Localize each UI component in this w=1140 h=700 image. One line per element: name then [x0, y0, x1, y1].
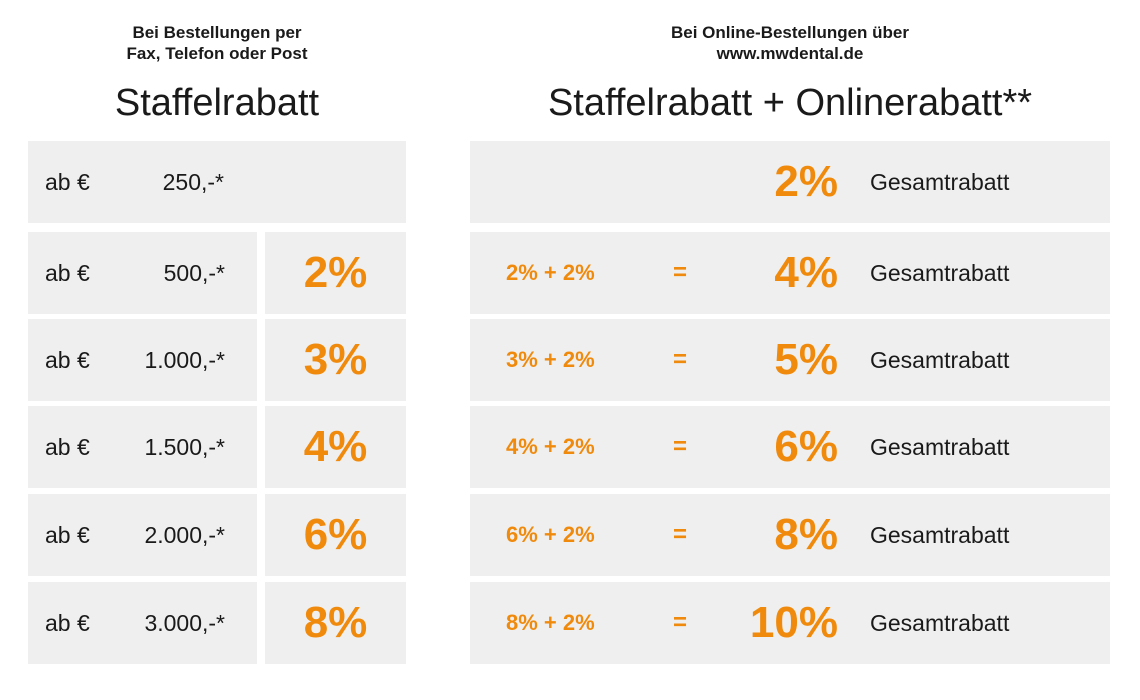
prefix-label: ab € — [45, 610, 90, 636]
table-row: ab € 250,-* — [28, 141, 406, 223]
equals-sign: = — [673, 433, 688, 460]
discount-cell: 2% — [265, 232, 406, 314]
discount-cell: 6% — [265, 494, 406, 576]
total-discount: 8% — [774, 510, 838, 559]
table-row: ab € 1.500,-* 4% — [28, 406, 406, 488]
discount-cell: 8% — [265, 582, 406, 664]
right-subtitle-line2: www.mwdental.de — [716, 44, 864, 63]
amount-value: 2.000,-* — [144, 522, 225, 548]
discount-value: 6% — [303, 510, 368, 559]
table-row: 8% + 2% = 10% Gesamtrabatt — [470, 582, 1110, 664]
table-row: 2% + 2% = 4% Gesamtrabatt — [470, 232, 1110, 314]
amount-cell: ab € 1.500,-* — [28, 406, 257, 488]
gesamtrabatt-label: Gesamtrabatt — [870, 260, 1010, 286]
amount-cell: ab € 2.000,-* — [28, 494, 257, 576]
discount-value: 2% — [303, 248, 368, 297]
equals-sign: = — [673, 521, 688, 548]
total-cell: 2% Gesamtrabatt — [470, 141, 1110, 223]
total-cell: 3% + 2% = 5% Gesamtrabatt — [470, 319, 1110, 401]
amount-cell: ab € 250,-* — [28, 141, 406, 223]
sum-expression: 6% + 2% — [506, 522, 595, 547]
gesamtrabatt-label: Gesamtrabatt — [870, 522, 1010, 548]
total-discount: 6% — [774, 422, 838, 471]
table-row: ab € 2.000,-* 6% — [28, 494, 406, 576]
discount-value: 8% — [303, 598, 368, 647]
total-discount: 5% — [774, 335, 838, 384]
left-subtitle-line2: Fax, Telefon oder Post — [126, 44, 308, 63]
amount-cell: ab € 1.000,-* — [28, 319, 257, 401]
amount-value: 250,-* — [162, 169, 224, 195]
amount-value: 500,-* — [163, 260, 225, 286]
sum-expression: 8% + 2% — [506, 610, 595, 635]
table-row: 3% + 2% = 5% Gesamtrabatt — [470, 319, 1110, 401]
right-title: Staffelrabatt + Onlinerabatt** — [547, 82, 1033, 124]
gesamtrabatt-label: Gesamtrabatt — [870, 169, 1010, 195]
sum-expression: 3% + 2% — [506, 347, 595, 372]
prefix-label: ab € — [45, 522, 90, 548]
amount-cell: ab € 500,-* — [28, 232, 257, 314]
total-cell: 8% + 2% = 10% Gesamtrabatt — [470, 582, 1110, 664]
right-subtitle: Bei Online-Bestellungen über www.mwdenta… — [470, 22, 1110, 64]
discount-cell: 3% — [265, 319, 406, 401]
equals-sign: = — [673, 259, 688, 286]
discount-value: 3% — [303, 335, 368, 384]
equals-sign: = — [673, 346, 688, 373]
amount-value: 1.000,-* — [144, 347, 225, 373]
amount-value: 1.500,-* — [144, 434, 225, 460]
right-subtitle-line1: Bei Online-Bestellungen über — [670, 23, 910, 42]
total-discount: 2% — [774, 157, 838, 206]
table-row: 6% + 2% = 8% Gesamtrabatt — [470, 494, 1110, 576]
table-row: 4% + 2% = 6% Gesamtrabatt — [470, 406, 1110, 488]
prefix-label: ab € — [45, 347, 90, 373]
total-cell: 6% + 2% = 8% Gesamtrabatt — [470, 494, 1110, 576]
total-cell: 4% + 2% = 6% Gesamtrabatt — [470, 406, 1110, 488]
table-row: 2% Gesamtrabatt — [470, 141, 1110, 223]
gesamtrabatt-label: Gesamtrabatt — [870, 434, 1010, 460]
table-row: ab € 500,-* 2% — [28, 232, 406, 314]
amount-cell: ab € 3.000,-* — [28, 582, 257, 664]
amount-value: 3.000,-* — [144, 610, 225, 636]
sum-expression: 2% + 2% — [506, 260, 595, 285]
total-discount: 10% — [749, 598, 838, 647]
equals-sign: = — [673, 609, 688, 636]
prefix-label: ab € — [45, 169, 90, 195]
left-subtitle-line1: Bei Bestellungen per — [132, 23, 302, 42]
table-row: ab € 3.000,-* 8% — [28, 582, 406, 664]
gesamtrabatt-label: Gesamtrabatt — [870, 347, 1010, 373]
left-subtitle: Bei Bestellungen per Fax, Telefon oder P… — [28, 22, 406, 64]
gesamtrabatt-label: Gesamtrabatt — [870, 610, 1010, 636]
discount-cell: 4% — [265, 406, 406, 488]
discount-value: 4% — [303, 422, 368, 471]
prefix-label: ab € — [45, 260, 90, 286]
table-row: ab € 1.000,-* 3% — [28, 319, 406, 401]
prefix-label: ab € — [45, 434, 90, 460]
total-cell: 2% + 2% = 4% Gesamtrabatt — [470, 232, 1110, 314]
left-title: Staffelrabatt — [114, 82, 320, 124]
sum-expression: 4% + 2% — [506, 434, 595, 459]
total-discount: 4% — [774, 248, 838, 297]
